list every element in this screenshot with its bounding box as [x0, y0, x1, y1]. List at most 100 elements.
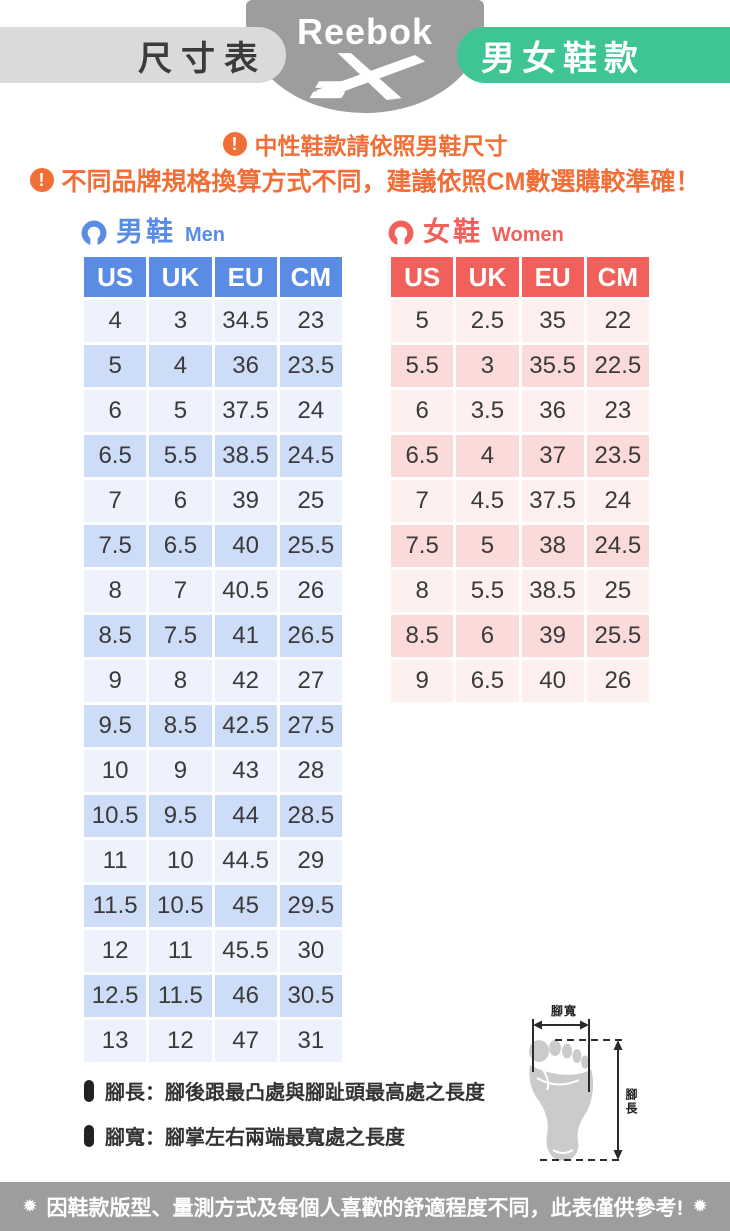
size-cell: 46	[214, 975, 277, 1017]
size-row: 5.5 3 35.5 22.5	[391, 345, 649, 387]
size-cell: 3	[149, 300, 212, 342]
size-cell: 7.5	[149, 615, 212, 657]
star-icon: ✹	[692, 1196, 708, 1216]
size-cell: 31	[279, 1020, 342, 1062]
size-cell: 40.5	[214, 570, 277, 612]
size-cell: 9	[84, 660, 147, 702]
size-row: 6.5 4 37 23.5	[391, 435, 649, 477]
size-cell: 6.5	[84, 435, 147, 477]
size-cell: 9.5	[84, 705, 147, 747]
size-cell: 23.5	[279, 345, 342, 387]
column-header: UK	[456, 257, 519, 297]
size-cell: 26	[586, 660, 649, 702]
size-cell: 12.5	[84, 975, 147, 1017]
size-cell: 10.5	[84, 795, 147, 837]
size-cell: 26.5	[279, 615, 342, 657]
person-icon	[81, 220, 107, 246]
size-cell: 13	[84, 1020, 147, 1062]
size-cell: 6.5	[149, 525, 212, 567]
column-header: CM	[279, 257, 342, 297]
size-row: 10 9 43 28	[84, 750, 342, 792]
size-cell: 37	[521, 435, 584, 477]
foot-length-label: 腳長	[624, 1088, 638, 1116]
size-cell: 42	[214, 660, 277, 702]
men-size-table: US UK EU CM 4 3 34.5 23 5 4 36 23.5 6 5 37.5 24 6.5 5.5 38…	[81, 254, 345, 1065]
size-cell: 5.5	[456, 570, 519, 612]
size-cell: 24	[586, 480, 649, 522]
person-icon	[388, 220, 414, 246]
size-cell: 3.5	[456, 390, 519, 432]
size-row: 6 5 37.5 24	[84, 390, 342, 432]
size-row: 11 10 44.5 29	[84, 840, 342, 882]
reebok-vector-icon	[309, 53, 426, 101]
alert-icon: !	[29, 168, 54, 192]
size-cell: 6	[391, 390, 454, 432]
column-header: EU	[521, 257, 584, 297]
size-cell: 28	[279, 750, 342, 792]
size-cell: 26	[279, 570, 342, 612]
size-row: 5 4 36 23.5	[84, 345, 342, 387]
size-row: 8.5 6 39 25.5	[391, 615, 649, 657]
women-title-zh: 女鞋	[423, 217, 483, 248]
category-badge: 男女鞋款	[457, 27, 730, 83]
size-cell: 10.5	[149, 885, 212, 927]
footer-disclaimer: ✹ 因鞋款版型、量測方式及每個人喜歡的舒適程度不同，此表僅供參考! ✹	[0, 1182, 730, 1231]
column-header: CM	[586, 257, 649, 297]
size-cell: 7	[391, 480, 454, 522]
size-cell: 42.5	[214, 705, 277, 747]
header-row: US UK EU CM	[391, 257, 649, 297]
size-cell: 22.5	[586, 345, 649, 387]
size-cell: 22	[586, 300, 649, 342]
size-cell: 24	[279, 390, 342, 432]
size-cell: 8.5	[84, 615, 147, 657]
measurement-notes: 腳長：腳後跟最凸處與腳趾頭最高處之長度 腳寬：腳掌左右兩端最寬處之長度	[84, 1076, 485, 1166]
size-row: 6 3.5 36 23	[391, 390, 649, 432]
notice-cm-text: 不同品牌規格換算方式不同，建議依照CM數選購較準確！	[61, 168, 701, 196]
size-cell: 44	[214, 795, 277, 837]
size-cell: 11	[149, 930, 212, 972]
size-cell: 36	[521, 390, 584, 432]
size-cell: 6.5	[456, 660, 519, 702]
foot-length-note-text: 腳長：腳後跟最凸處與腳趾頭最高處之長度	[105, 1082, 485, 1104]
size-cell: 2.5	[456, 300, 519, 342]
size-cell: 10	[84, 750, 147, 792]
size-cell: 7.5	[391, 525, 454, 567]
foot-width-label: 腳寬	[551, 1004, 578, 1018]
size-cell: 6	[149, 480, 212, 522]
size-cell: 5.5	[391, 345, 454, 387]
size-cell: 12	[84, 930, 147, 972]
size-cell: 35	[521, 300, 584, 342]
alert-icon: !	[222, 132, 247, 156]
men-title-zh: 男鞋	[116, 217, 176, 248]
size-cell: 5	[391, 300, 454, 342]
men-table-title: 男鞋 Men	[81, 214, 345, 248]
column-header: EU	[214, 257, 277, 297]
size-cell: 45	[214, 885, 277, 927]
size-cell: 37.5	[521, 480, 584, 522]
size-cell: 47	[214, 1020, 277, 1062]
size-cell: 43	[214, 750, 277, 792]
size-cell: 4	[149, 345, 212, 387]
size-cell: 9	[149, 750, 212, 792]
footer-disclaimer-text: 因鞋款版型、量測方式及每個人喜歡的舒適程度不同，此表僅供參考!	[46, 1196, 684, 1220]
size-cell: 8	[391, 570, 454, 612]
size-row: 9.5 8.5 42.5 27.5	[84, 705, 342, 747]
foot-length-note: 腳長：腳後跟最凸處與腳趾頭最高處之長度	[84, 1076, 485, 1105]
size-cell: 44.5	[214, 840, 277, 882]
size-cell: 45.5	[214, 930, 277, 972]
size-cell: 34.5	[214, 300, 277, 342]
size-cell: 11	[84, 840, 147, 882]
size-cell: 40	[521, 660, 584, 702]
size-cell: 28.5	[279, 795, 342, 837]
size-cell: 36	[214, 345, 277, 387]
women-size-table: US UK EU CM 5 2.5 35 22 5.5 3 35.5 22.5 6 3.5 36 23 6.5 4…	[388, 254, 652, 705]
size-row: 10.5 9.5 44 28.5	[84, 795, 342, 837]
notice-cm-recommendation: ! 不同品牌規格換算方式不同，建議依照CM數選購較準確！	[0, 162, 730, 198]
size-cell: 23	[279, 300, 342, 342]
size-row: 7.5 6.5 40 25.5	[84, 525, 342, 567]
size-row: 7 6 39 25	[84, 480, 342, 522]
size-cell: 7	[84, 480, 147, 522]
size-row: 9 8 42 27	[84, 660, 342, 702]
men-size-section: 男鞋 Men US UK EU CM 4 3 34.5 23 5 4 36 23.5 6 5 37.5 24 6…	[81, 214, 345, 1065]
size-cell: 6.5	[391, 435, 454, 477]
